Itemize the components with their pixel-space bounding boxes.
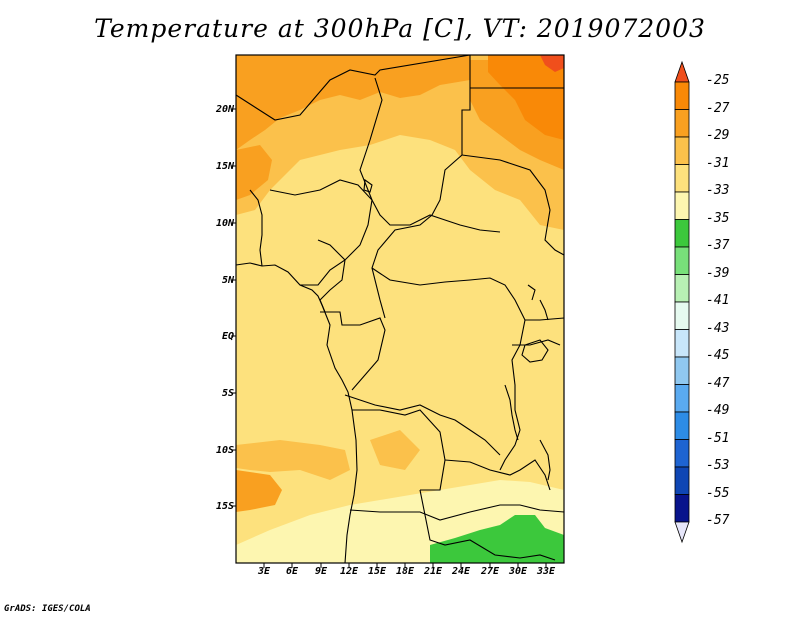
field-hot-ne [540, 55, 564, 72]
colorbar-label: -51 [706, 430, 730, 446]
border-drc-east [499, 319, 526, 471]
colorbar-swatch [674, 494, 690, 523]
border-angola [352, 409, 446, 491]
lon-label-6e: 6E [285, 566, 299, 577]
lon-label-27e: 27E [480, 566, 500, 577]
border-drc-south [344, 394, 501, 456]
border-south [349, 504, 565, 521]
field-warmer-west [236, 145, 272, 200]
border-tanzania [525, 317, 565, 321]
temperature-field [236, 55, 564, 563]
colorbar-label: -39 [706, 265, 730, 281]
colorbar-cap-bottom [674, 521, 690, 544]
field-warmer-sw [236, 470, 282, 512]
lon-label-3e: 3E [257, 566, 271, 577]
colorbar-swatch [674, 411, 690, 440]
field-warmer-north [236, 55, 470, 150]
colorbar-swatch [674, 466, 690, 495]
lon-label-18e: 18E [395, 566, 415, 577]
lake-east-2 [539, 299, 549, 321]
border-west-small [249, 189, 263, 267]
map-title: Temperature at 300hPa [C], VT: 201907200… [94, 14, 706, 43]
colorbar-label: -25 [706, 73, 730, 88]
lat-label-10n: 10N [215, 218, 234, 229]
lon-label-24e: 24E [451, 566, 471, 577]
colorbar-label: -31 [706, 155, 730, 171]
colorbar-label: -45 [706, 348, 730, 363]
field-warm-s [370, 430, 420, 470]
lat-label-20n: 20N [215, 104, 234, 115]
colorbar-swatch [674, 191, 690, 220]
field-green-south [430, 515, 564, 563]
field-warm-sw [236, 440, 350, 480]
lon-label-30e: 30E [508, 566, 528, 577]
colorbar-swatch [674, 164, 690, 193]
colorbar-swatch [674, 356, 690, 385]
colorbar-cap-top [674, 60, 690, 83]
country-borders [235, 54, 565, 564]
colorbar-label: -27 [706, 100, 730, 116]
grads-credit: GrADS: IGES/COLA [4, 604, 91, 614]
colorbar-label: -43 [706, 320, 730, 336]
colorbar-label: -37 [706, 238, 730, 253]
lon-label-21e: 21E [423, 566, 443, 577]
colorbar-label: -49 [706, 403, 730, 418]
colorbar-label: -35 [706, 210, 730, 226]
colorbar-label: -55 [706, 485, 730, 501]
map-frame [235, 54, 565, 564]
colorbar-swatch [674, 219, 690, 248]
colorbar-swatch [674, 301, 690, 330]
border-uganda [512, 339, 561, 346]
colorbar-swatch [674, 274, 690, 303]
lat-label-eq: EQ [221, 331, 234, 342]
colorbar [674, 60, 690, 544]
border-chad-car [359, 77, 501, 233]
coastline-west [235, 262, 358, 564]
lat-label-15n: 15N [215, 161, 234, 172]
lon-label-12e: 12E [339, 566, 359, 577]
colorbar-label: -33 [706, 183, 730, 198]
colorbar-swatch [674, 384, 690, 413]
border-zambia [444, 459, 551, 491]
colorbar-label: -41 [706, 293, 730, 308]
lat-label-10s: 10S [215, 445, 234, 456]
lat-label-5n: 5N [221, 275, 234, 286]
colorbar-swatch [674, 136, 690, 165]
colorbar-swatch [674, 81, 690, 110]
border-cameroon [317, 239, 346, 313]
lat-label-15s: 15S [215, 501, 234, 512]
colorbar-label: -57 [706, 513, 730, 528]
border-namibia [419, 489, 556, 561]
field-warmest-ne [488, 55, 564, 140]
colorbar-swatch [674, 109, 690, 138]
border-sudan [461, 154, 565, 256]
colorbar-swatch [674, 439, 690, 468]
border-car-south [371, 267, 526, 321]
lon-label-9e: 9E [314, 566, 328, 577]
colorbar-label: -29 [706, 128, 730, 143]
lake-victoria [521, 339, 549, 363]
lat-label-5s: 5S [221, 388, 234, 399]
lake-tanganyika [504, 384, 519, 441]
border-congo [320, 311, 386, 391]
colorbar-label: -47 [706, 375, 730, 391]
colorbar-swatch [674, 246, 690, 275]
border-north-1 [235, 54, 471, 121]
axis-ticks [231, 108, 547, 568]
lake-malawi [539, 439, 551, 481]
colorbar-swatch [674, 329, 690, 358]
border-nigeria [269, 179, 373, 286]
colorbar-label: -53 [706, 458, 730, 473]
lon-label-33e: 33E [536, 566, 556, 577]
lon-label-15e: 15E [367, 566, 387, 577]
lake-chad [363, 179, 373, 193]
lake-east [527, 284, 536, 301]
